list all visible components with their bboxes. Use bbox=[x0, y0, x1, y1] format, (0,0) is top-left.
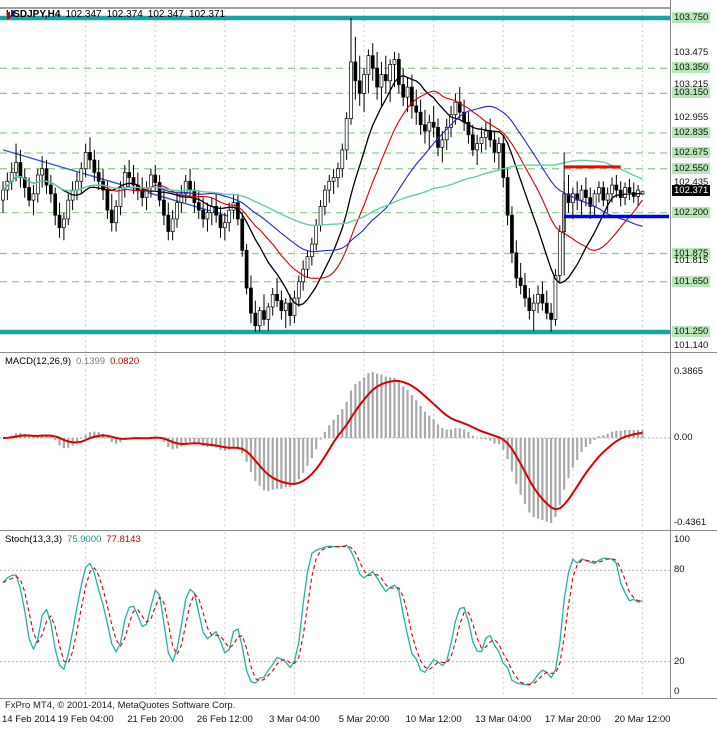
macd-indicator-chart[interactable] bbox=[0, 352, 717, 530]
macd-value-signal: 0.0820 bbox=[110, 356, 140, 367]
time-label: 10 Mar 12:00 bbox=[405, 714, 462, 725]
macd-value-main: 0.1399 bbox=[76, 356, 106, 367]
panel-separator[interactable] bbox=[0, 352, 717, 353]
stoch-name: Stoch(13,3,3) bbox=[5, 534, 63, 545]
time-label: 20 Mar 12:00 bbox=[614, 714, 671, 725]
symbol-period-label: USDJPY,H4 bbox=[6, 9, 61, 20]
stochastic-indicator-chart[interactable] bbox=[0, 530, 717, 698]
main-price-chart[interactable] bbox=[0, 0, 717, 352]
time-label: 19 Feb 04:00 bbox=[57, 714, 114, 725]
time-label: 17 Mar 20:00 bbox=[544, 714, 601, 725]
time-label: 13 Mar 04:00 bbox=[475, 714, 532, 725]
ohlc-high: 102.374 bbox=[106, 9, 143, 20]
time-label: 21 Feb 20:00 bbox=[127, 714, 184, 725]
stoch-value-main: 75.9000 bbox=[67, 534, 102, 545]
copyright-text: FxPro MT4, © 2001-2014, MetaQuotes Softw… bbox=[5, 700, 236, 711]
time-label: 26 Feb 12:00 bbox=[196, 714, 253, 725]
ohlc-close: 102.371 bbox=[188, 9, 226, 20]
macd-title: MACD(12,26,9) 0.1399 0.0820 bbox=[5, 356, 144, 367]
stoch-value-signal: 77.8143 bbox=[106, 534, 141, 545]
time-label: 5 Mar 20:00 bbox=[338, 714, 390, 725]
ohlc-open: 102.347 bbox=[65, 9, 102, 20]
ohlc-low: 102.347 bbox=[147, 9, 184, 20]
time-label: 14 Feb 2014 bbox=[2, 714, 56, 725]
panel-separator[interactable] bbox=[0, 530, 717, 531]
chart-header: USDJPY,H4 102.347 102.374 102.347 102.37… bbox=[6, 9, 225, 20]
chart-icon bbox=[7, 10, 15, 19]
stoch-title: Stoch(13,3,3) 75.9000 77.8143 bbox=[5, 534, 146, 545]
time-axis-line bbox=[0, 698, 717, 699]
time-label: 3 Mar 04:00 bbox=[269, 714, 320, 725]
macd-name: MACD(12,26,9) bbox=[5, 356, 71, 367]
price-axis-line bbox=[670, 0, 671, 698]
